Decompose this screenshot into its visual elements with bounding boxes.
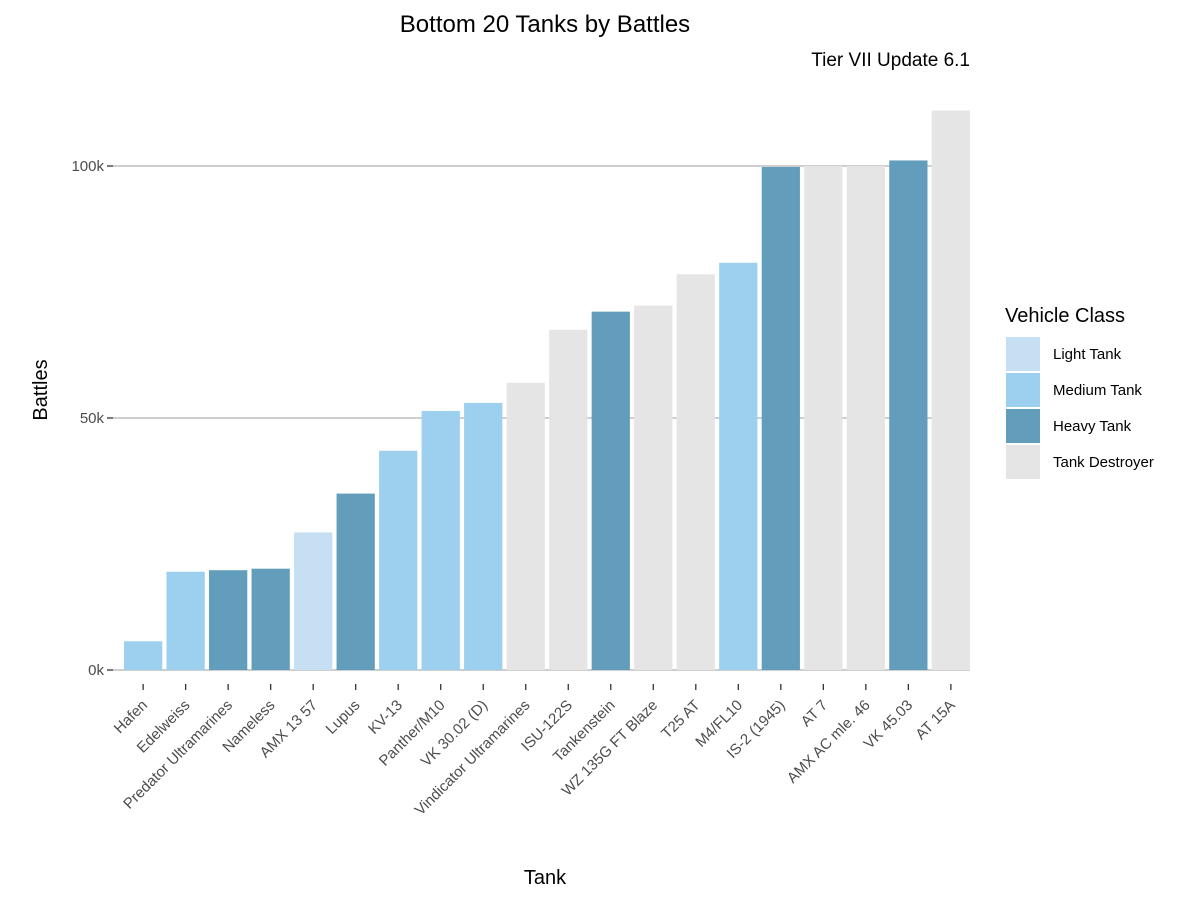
bar-10 — [549, 329, 588, 670]
bar-19 — [931, 110, 970, 670]
chart-subtitle: Tier VII Update 6.1 — [811, 50, 970, 71]
legend-label: Heavy Tank — [1053, 418, 1132, 435]
chart-title: Bottom 20 Tanks by Battles — [400, 11, 690, 38]
bar-15 — [761, 167, 800, 670]
legend-label: Light Tank — [1053, 346, 1122, 363]
bar-1 — [166, 571, 205, 670]
x-axis-title: Tank — [524, 867, 567, 889]
bar-7 — [421, 410, 460, 670]
legend-label: Tank Destroyer — [1053, 454, 1154, 471]
bar-5 — [336, 493, 375, 670]
bar-2 — [209, 570, 248, 670]
bar-12 — [634, 305, 673, 670]
bar-18 — [889, 160, 928, 670]
y-axis: 0k 50k 100k — [71, 158, 113, 679]
bars — [124, 110, 970, 670]
legend-swatch — [1006, 409, 1040, 443]
x-tick-label: AT 15A — [912, 697, 958, 743]
x-tick-label: Hafen — [111, 697, 151, 737]
x-tick-label: AT 7 — [798, 697, 831, 730]
bar-16 — [804, 166, 843, 670]
bar-3 — [251, 568, 290, 670]
bar-0 — [124, 641, 163, 670]
bar-11 — [591, 311, 630, 670]
y-tick-label: 100k — [71, 158, 104, 175]
x-tick-label: KV-13 — [365, 697, 406, 738]
legend-swatch — [1006, 337, 1040, 371]
legend-swatch — [1006, 445, 1040, 479]
bar-6 — [379, 450, 418, 670]
x-tick-label: Lupus — [323, 697, 364, 738]
y-tick-label: 50k — [80, 410, 105, 427]
bar-14 — [719, 262, 758, 670]
y-tick-label: 0k — [88, 662, 104, 679]
legend-swatch — [1006, 373, 1040, 407]
bar-4 — [294, 532, 333, 670]
bar-13 — [676, 274, 715, 670]
y-axis-title: Battles — [30, 359, 52, 420]
legend-title: Vehicle Class — [1005, 305, 1125, 327]
legend: Vehicle Class Light Tank Medium Tank Heavy… — [1005, 305, 1154, 479]
bar-9 — [506, 382, 545, 670]
bar-8 — [464, 402, 503, 670]
legend-label: Medium Tank — [1053, 382, 1142, 399]
bar-17 — [846, 166, 885, 670]
